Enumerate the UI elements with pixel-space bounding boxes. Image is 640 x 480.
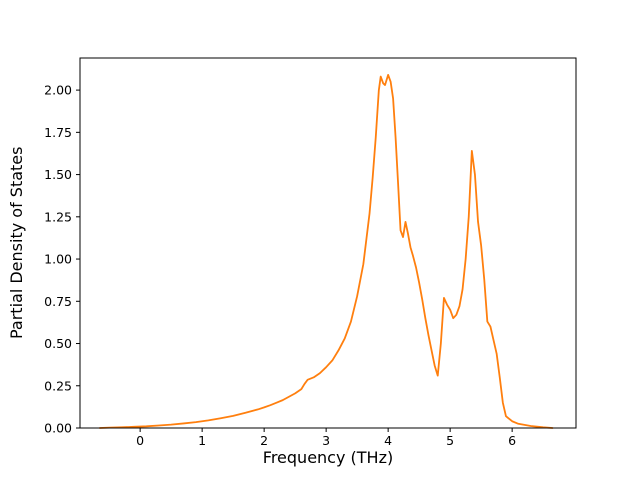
y-tick-label: 1.75 (44, 125, 72, 140)
x-tick-label: 0 (136, 433, 144, 448)
pdos-line (98, 73, 554, 429)
y-axis-label: Partial Density of States (7, 146, 26, 340)
y-tick-label: 1.00 (44, 252, 72, 267)
y-tick-label: 0.25 (44, 378, 72, 393)
y-tick-label: 1.25 (44, 209, 72, 224)
x-tick-label: 1 (198, 433, 206, 448)
y-tick-label: 0.50 (44, 336, 72, 351)
y-tick-label: 0.00 (44, 421, 72, 436)
y-tick-label: 2.00 (44, 83, 72, 98)
y-tick-label: 0.75 (44, 294, 72, 309)
x-tick-label: 2 (260, 433, 268, 448)
x-tick-label: 3 (322, 433, 330, 448)
y-tick-label: 1.50 (44, 167, 72, 182)
axes-box (79, 57, 577, 429)
x-tick-label: 5 (446, 433, 454, 448)
x-tick-label: 4 (384, 433, 392, 448)
x-tick-label: 6 (508, 433, 516, 448)
x-axis-label: Frequency (THz) (262, 448, 394, 467)
